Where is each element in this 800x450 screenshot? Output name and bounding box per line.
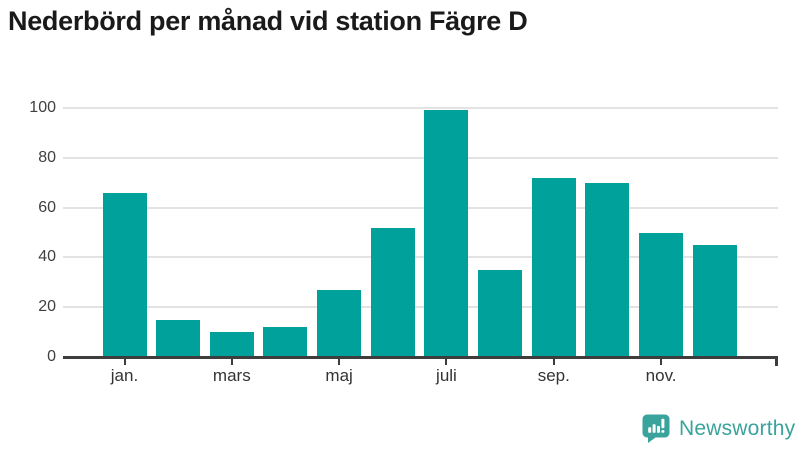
gridline-y-40	[63, 256, 778, 259]
bar-sep.	[531, 177, 576, 357]
x-axis-tick-juli	[445, 358, 448, 365]
y-axis-tick-label: 100	[29, 99, 56, 116]
gridline-y-100	[63, 107, 778, 109]
x-axis-label-juli: juli	[436, 366, 457, 385]
y-axis-tick-label: 40	[38, 248, 56, 266]
bar-feb.	[156, 319, 201, 357]
bar-juli	[424, 110, 469, 357]
bar-dec.	[692, 244, 737, 357]
x-axis-tick-jan.	[123, 358, 126, 365]
bar-maj	[317, 289, 362, 357]
gridline-y-80	[63, 156, 778, 159]
bar-apr.	[263, 327, 308, 357]
x-axis-label-nov.: nov.	[645, 366, 677, 385]
x-axis-label-maj: maj	[325, 366, 353, 385]
bar-jan.	[102, 192, 147, 357]
gridline-y-20	[63, 306, 778, 309]
x-axis-label-jan.: jan.	[110, 366, 139, 385]
newsworthy-logo[interactable]: Newsworthy	[642, 414, 795, 443]
bar-nov.	[639, 232, 684, 357]
x-axis-label-sep.: sep.	[537, 366, 570, 385]
x-axis-tick-nov.	[660, 358, 663, 365]
chart-title: Nederbörd per månad vid station Fägre D	[8, 6, 528, 36]
newsworthy-logo-text: Newsworthy	[679, 416, 796, 440]
bar-mars	[209, 332, 254, 357]
x-axis-end-tick	[775, 355, 778, 366]
x-axis-tick-maj	[338, 358, 341, 365]
bar-juni	[370, 227, 415, 357]
x-axis-tick-mars	[230, 358, 233, 365]
bar-okt.	[585, 182, 630, 357]
y-axis-tick-label: 20	[38, 298, 56, 316]
bar-aug.	[478, 269, 523, 357]
gridline-y-60	[63, 206, 778, 209]
x-axis-label-mars: mars	[212, 366, 251, 385]
y-axis-tick-label: 60	[38, 198, 56, 216]
x-axis-line	[63, 355, 778, 359]
y-axis-tick-label: 80	[38, 148, 56, 166]
newsworthy-logo-icon	[642, 414, 670, 443]
x-axis-tick-sep.	[552, 358, 555, 365]
y-axis-tick-label: 0	[47, 348, 56, 365]
